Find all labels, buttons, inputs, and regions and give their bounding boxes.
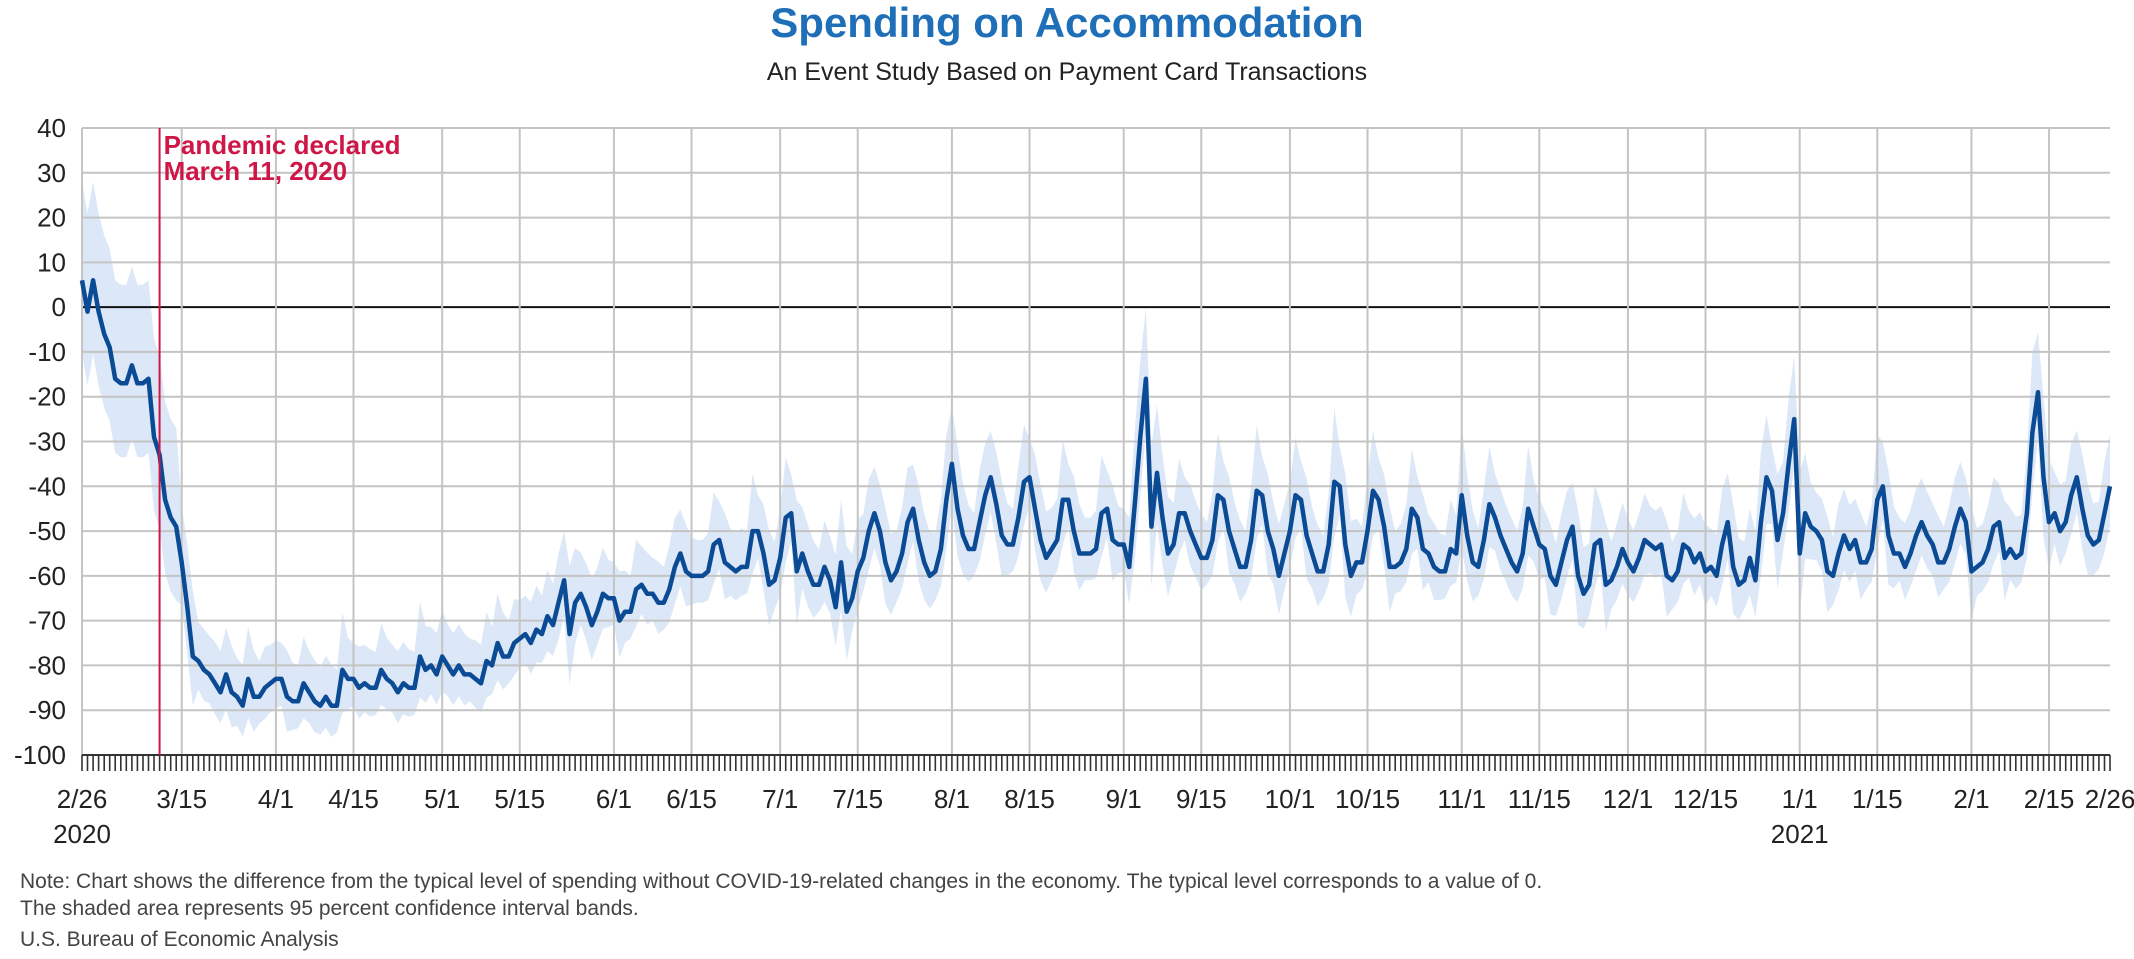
x-tick-label: 10/1	[1265, 784, 1316, 814]
source-label: U.S. Bureau of Economic Analysis	[20, 928, 339, 951]
y-tick-label: 30	[37, 158, 66, 188]
y-tick-label: -50	[28, 516, 66, 546]
x-tick-label: 4/15	[328, 784, 379, 814]
chart-subtitle: An Event Study Based on Payment Card Tra…	[766, 58, 1368, 86]
x-tick-label: 4/1	[258, 784, 294, 814]
y-tick-label: -70	[28, 606, 66, 636]
x-tick-label: 1/15	[1852, 784, 1903, 814]
x-tick-year-label: 2021	[1771, 819, 1829, 849]
note-line-2: The shaded area represents 95 percent co…	[20, 897, 639, 920]
x-tick-label: 11/15	[1508, 784, 1571, 814]
y-tick-label: -10	[28, 337, 66, 367]
x-tick-label: 2/26	[57, 784, 108, 814]
chart-title: Spending on Accommodation	[770, 0, 1364, 46]
y-tick-label: -40	[28, 471, 66, 501]
note-line-1: Note: Chart shows the difference from th…	[20, 870, 1543, 893]
x-axis-day-ticks	[81, 755, 2111, 771]
y-tick-label: 40	[37, 113, 66, 143]
y-tick-label: 10	[37, 247, 66, 277]
x-tick-label: 6/15	[666, 784, 717, 814]
chart-note: Note: Chart shows the difference from th…	[20, 868, 1542, 922]
pandemic-annotation-line2: March 11, 2020	[164, 156, 348, 186]
x-tick-label: 7/15	[832, 784, 883, 814]
pandemic-annotation-line1: Pandemic declared	[164, 130, 401, 160]
y-tick-label: -80	[28, 650, 66, 680]
x-tick-label: 5/15	[494, 784, 545, 814]
y-tick-label: 0	[52, 292, 66, 322]
x-tick-label: 2/26	[2085, 784, 2134, 814]
x-tick-label: 3/15	[156, 784, 207, 814]
x-tick-label: 9/1	[1106, 784, 1142, 814]
confidence-band	[82, 181, 2110, 737]
y-tick-label: -20	[28, 382, 66, 412]
series-line	[79, 278, 2113, 708]
x-tick-label: 2/15	[2024, 784, 2075, 814]
x-tick-label: 8/15	[1004, 784, 1055, 814]
x-tick-label: 9/15	[1176, 784, 1227, 814]
x-tick-label: 11/1	[1437, 784, 1486, 814]
x-tick-label: 1/1	[1782, 784, 1818, 814]
x-tick-label: 2/1	[1953, 784, 1989, 814]
y-tick-label: -60	[28, 561, 66, 591]
y-tick-label: 20	[37, 203, 66, 233]
y-tick-label: -90	[28, 695, 66, 725]
y-tick-label: -100	[14, 740, 66, 770]
x-tick-label: 5/1	[424, 784, 460, 814]
x-tick-label: 10/15	[1335, 784, 1400, 814]
x-tick-label: 6/1	[596, 784, 632, 814]
x-tick-year-label: 2020	[53, 819, 111, 849]
y-tick-label: -30	[28, 427, 66, 457]
x-tick-label: 12/1	[1603, 784, 1654, 814]
x-tick-label: 7/1	[762, 784, 798, 814]
x-tick-label: 12/15	[1673, 784, 1738, 814]
x-tick-label: 8/1	[934, 784, 970, 814]
